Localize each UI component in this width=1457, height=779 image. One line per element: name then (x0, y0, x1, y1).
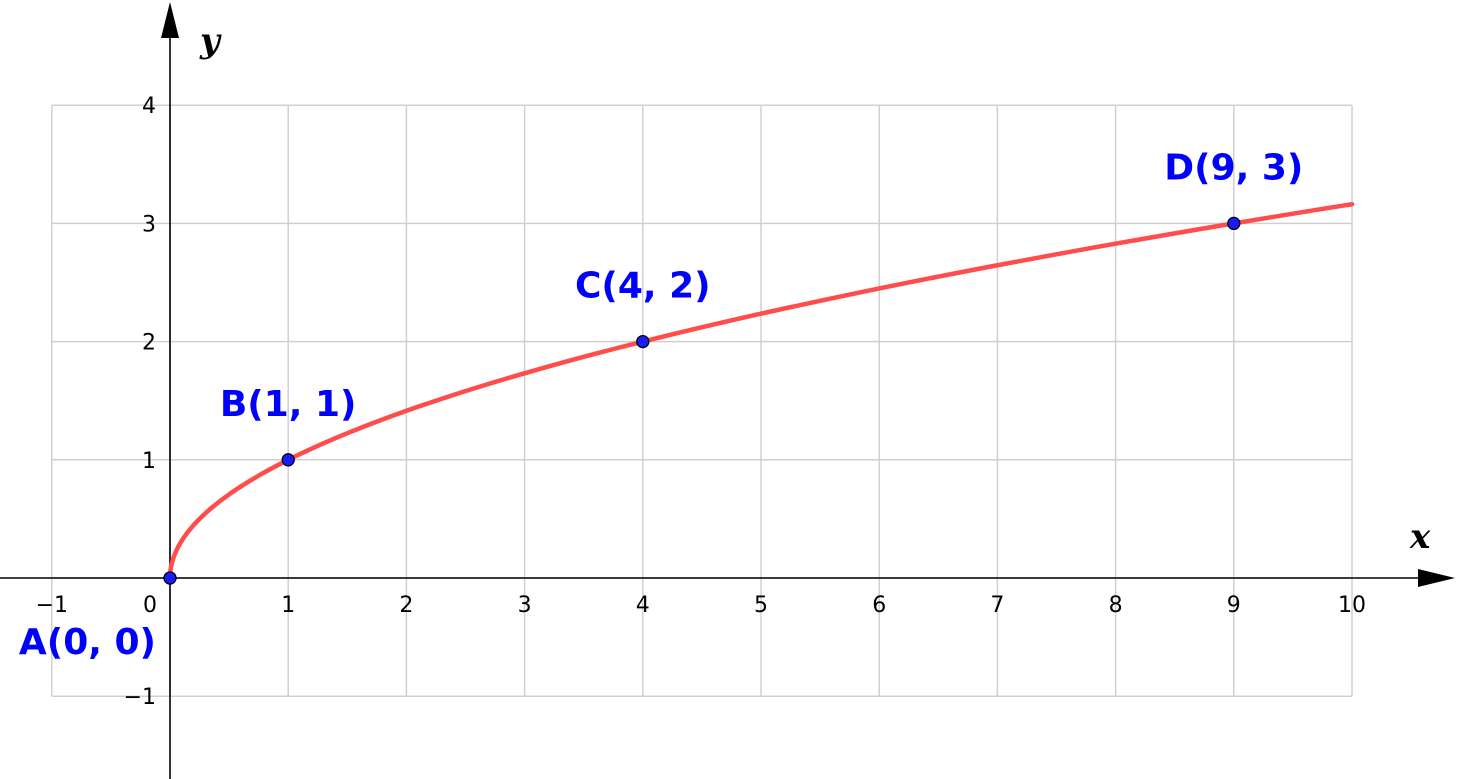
point-marker (636, 334, 650, 349)
x-tick-label: −1 (36, 593, 68, 618)
y-tick-label: 4 (142, 94, 156, 119)
point-marker (163, 571, 177, 585)
x-tick-label: 0 (143, 593, 157, 618)
x-tick-label: 9 (1227, 593, 1241, 618)
y-tick-label: 3 (142, 212, 156, 237)
points: A(0, 0) B(1, 1) C(4, 2) D(9, 3) (19, 147, 1303, 663)
point-marker (1227, 216, 1241, 231)
x-tick-label: 3 (518, 593, 532, 618)
y-tick-label: 2 (142, 331, 156, 356)
point-marker (281, 453, 295, 467)
tick-labels: −1 0 1 2 3 4 5 6 7 8 9 10 −1 1 2 3 4 (36, 94, 1366, 710)
sqrt-curve (167, 201, 1355, 581)
x-tick-label: 10 (1338, 593, 1366, 618)
x-tick-label: 1 (281, 593, 295, 618)
y-axis-title: y (199, 21, 222, 61)
y-tick-label: −1 (124, 685, 156, 710)
x-tick-label: 8 (1109, 593, 1123, 618)
x-axis-arrow-icon (1418, 569, 1455, 587)
y-tick-label: 1 (142, 449, 156, 474)
point-label: D(9, 3) (1164, 147, 1303, 188)
point-label: A(0, 0) (19, 622, 156, 663)
x-tick-label: 2 (399, 593, 413, 618)
point-label: B(1, 1) (220, 384, 357, 425)
y-axis-arrow-icon (161, 2, 179, 38)
x-tick-label: 6 (872, 593, 886, 618)
x-axis-title: x (1409, 517, 1431, 557)
x-tick-label: 5 (754, 593, 768, 618)
point-label: C(4, 2) (575, 266, 711, 307)
x-tick-label: 4 (636, 593, 650, 618)
x-tick-label: 7 (990, 593, 1004, 618)
